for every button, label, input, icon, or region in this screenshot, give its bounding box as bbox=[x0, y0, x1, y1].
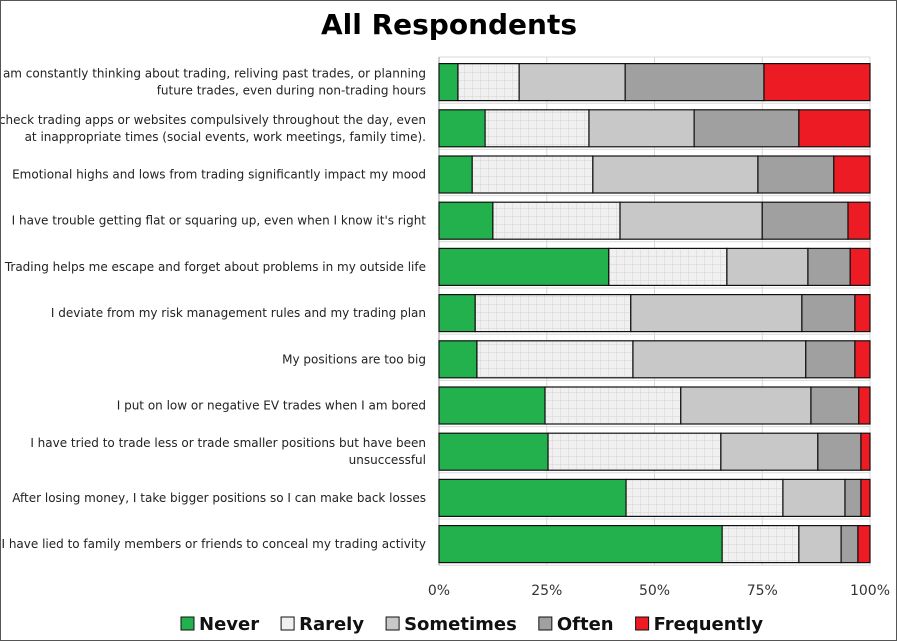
bar-segment-frequently bbox=[860, 478, 871, 517]
bar-segment-never bbox=[438, 432, 549, 471]
category-label: unsuccessful bbox=[349, 453, 426, 467]
bar-segment-never bbox=[438, 386, 546, 425]
bar-segment-often bbox=[840, 524, 859, 564]
bar-segment-sometimes bbox=[592, 155, 759, 194]
category-label: Trading helps me escape and forget about… bbox=[4, 260, 426, 274]
category-label: My positions are too big bbox=[282, 352, 426, 366]
bar-segment-rarely bbox=[492, 201, 621, 240]
bar-segment-often bbox=[810, 386, 860, 425]
legend-label: Often bbox=[557, 614, 614, 635]
bar-segment-never bbox=[438, 294, 476, 333]
bar-segment-rarely bbox=[608, 247, 728, 286]
bar-segment-never bbox=[438, 478, 627, 517]
bar-segment-rarely bbox=[471, 155, 594, 194]
legend-label: Rarely bbox=[299, 614, 364, 635]
x-tick-label: 25% bbox=[531, 583, 562, 599]
bar-segment-rarely bbox=[625, 478, 784, 517]
bar-segment-frequently bbox=[858, 386, 871, 425]
bar-segment-frequently bbox=[860, 432, 871, 471]
bar-segment-frequently bbox=[854, 294, 871, 333]
legend-label: Sometimes bbox=[404, 614, 517, 635]
category-label: I check trading apps or websites compuls… bbox=[1, 113, 426, 127]
bar-segment-sometimes bbox=[782, 478, 846, 517]
bar-segment-never bbox=[438, 201, 494, 240]
category-label: at inappropriate times (social events, w… bbox=[25, 130, 426, 144]
bar-segment-frequently bbox=[763, 62, 871, 102]
bar-segment-often bbox=[761, 201, 849, 240]
category-label: I have lied to family members or friends… bbox=[1, 537, 426, 551]
x-tick-label: 0% bbox=[428, 583, 450, 599]
bar-segment-rarely bbox=[547, 432, 722, 471]
bar-segment-often bbox=[624, 62, 765, 102]
bar-segment-sometimes bbox=[726, 247, 809, 286]
category-label: I have tried to trade less or trade smal… bbox=[30, 436, 426, 450]
bar-segment-frequently bbox=[849, 247, 871, 286]
bar-segment-never bbox=[438, 155, 473, 194]
legend-swatch-sometimes bbox=[385, 616, 400, 631]
bar-segment-often bbox=[817, 432, 862, 471]
bar-segment-often bbox=[757, 155, 835, 194]
bar-segment-frequently bbox=[857, 524, 871, 564]
category-label: I put on low or negative EV trades when … bbox=[117, 399, 426, 413]
chart-title: All Respondents bbox=[321, 8, 577, 41]
legend-swatch-often bbox=[538, 616, 553, 631]
bar-segment-frequently bbox=[833, 155, 871, 194]
bar-segment-sometimes bbox=[619, 201, 763, 240]
legend-swatch-rarely bbox=[280, 616, 295, 631]
bar-segment-never bbox=[438, 109, 486, 148]
bar-segment-often bbox=[844, 478, 862, 517]
category-label: future trades, even during non-trading h… bbox=[157, 84, 426, 98]
bar-segment-rarely bbox=[474, 294, 632, 333]
bar-segment-often bbox=[805, 340, 856, 379]
bar-segment-rarely bbox=[476, 340, 634, 379]
bar-segment-sometimes bbox=[680, 386, 812, 425]
category-label: I deviate from my risk management rules … bbox=[51, 306, 426, 320]
legend-swatch-frequently bbox=[635, 616, 650, 631]
category-label: I am constantly thinking about trading, … bbox=[1, 67, 426, 81]
bar-segment-often bbox=[801, 294, 856, 333]
bar-segment-sometimes bbox=[630, 294, 803, 333]
bar-segment-never bbox=[438, 62, 459, 102]
legend-swatch-never bbox=[180, 616, 195, 631]
bar-segment-rarely bbox=[544, 386, 682, 425]
bar-segment-never bbox=[438, 340, 478, 379]
bar-segment-sometimes bbox=[798, 524, 842, 564]
bar-segment-frequently bbox=[854, 340, 871, 379]
bar-segment-often bbox=[807, 247, 851, 286]
bar-segment-rarely bbox=[457, 62, 520, 102]
legend-label: Never bbox=[199, 614, 259, 635]
bar-segment-frequently bbox=[798, 109, 871, 148]
category-label: I have trouble getting flat or squaring … bbox=[12, 214, 427, 228]
legend-label: Frequently bbox=[654, 614, 764, 635]
x-tick-label: 100% bbox=[850, 583, 890, 599]
category-label: Emotional highs and lows from trading si… bbox=[12, 168, 426, 182]
bar-segment-sometimes bbox=[588, 109, 695, 148]
bar-segment-rarely bbox=[484, 109, 590, 148]
bar-segment-sometimes bbox=[720, 432, 819, 471]
bar-segment-sometimes bbox=[632, 340, 807, 379]
x-tick-label: 75% bbox=[747, 583, 778, 599]
bar-segment-frequently bbox=[847, 201, 871, 240]
bar-segment-never bbox=[438, 524, 723, 564]
bar-segment-never bbox=[438, 247, 610, 286]
x-tick-label: 50% bbox=[639, 583, 670, 599]
bar-segment-rarely bbox=[721, 524, 800, 564]
category-label: After losing money, I take bigger positi… bbox=[12, 491, 426, 505]
bar-segment-often bbox=[693, 109, 800, 148]
bar-segment-sometimes bbox=[518, 62, 626, 102]
